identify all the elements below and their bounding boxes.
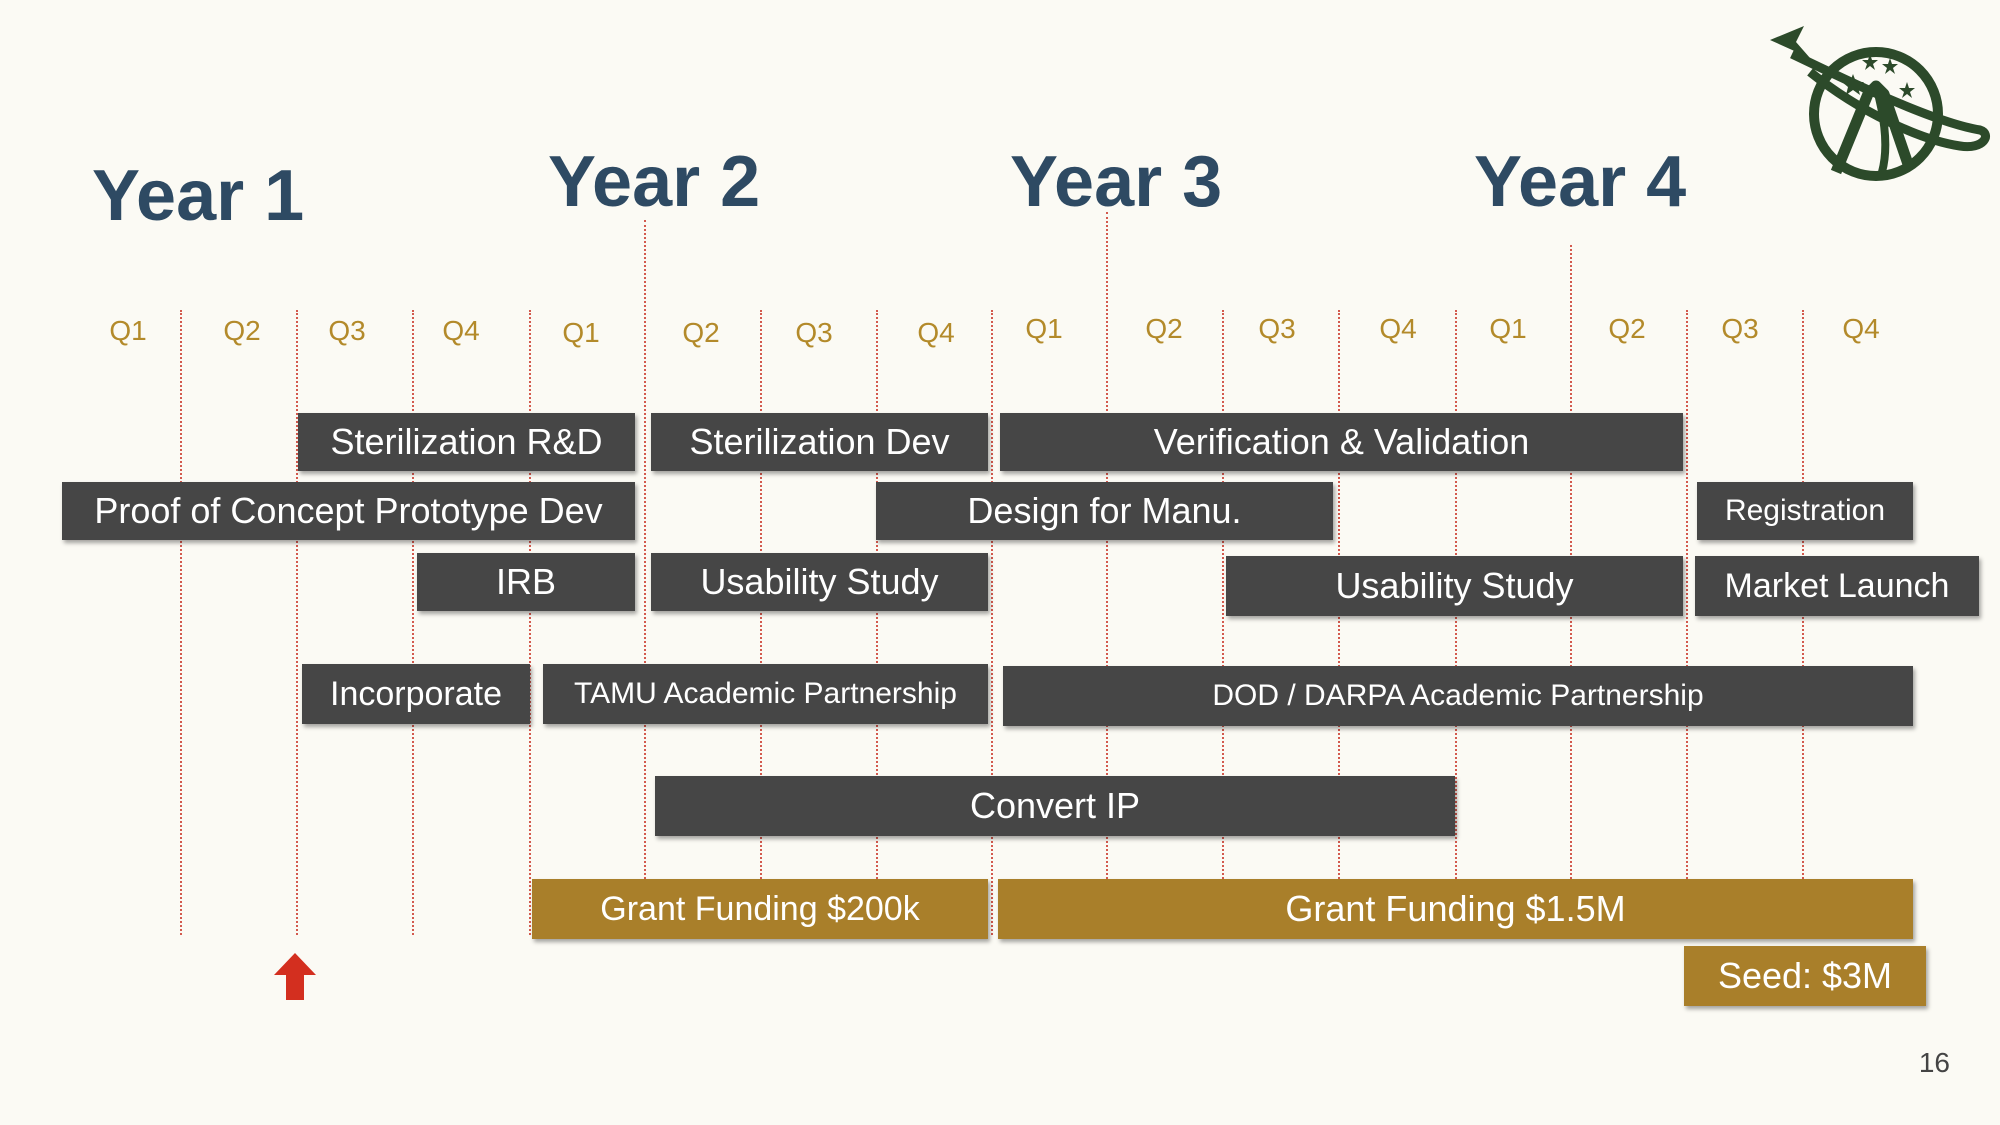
task-bar: DOD / DARPA Academic Partnership (1003, 666, 1913, 726)
task-label: Market Launch (1724, 566, 1950, 605)
quarter-label: Q3 (328, 315, 366, 346)
task-label: Seed: $3M (1717, 955, 1893, 996)
quarter-divider-line (760, 310, 762, 935)
quarter-label: Q2 (682, 317, 720, 348)
planet-ring-star-logo-icon (1770, 26, 1990, 181)
task-label: DOD / DARPA Academic Partnership (1212, 679, 1704, 712)
task-bar: Registration (1697, 482, 1913, 540)
quarter-divider-line (644, 220, 646, 935)
task-bar: Usability Study (651, 553, 988, 611)
quarter-divider-line (876, 310, 878, 935)
quarter-label: Q3 (1721, 313, 1759, 344)
task-bar: Design for Manu. (876, 482, 1333, 540)
task-label: Grant Funding $200k (600, 889, 920, 928)
quarter-label: Q4 (1379, 313, 1417, 344)
task-label: Incorporate (330, 674, 502, 713)
quarter-label: Q1 (109, 315, 147, 346)
quarter-divider-line (180, 310, 182, 935)
task-label: Usability Study (1335, 565, 1574, 606)
quarter-divider-line (529, 310, 531, 935)
task-label: Registration (1724, 494, 1886, 527)
task-bar: Grant Funding $200k (532, 879, 988, 939)
quarter-label: Q4 (1842, 313, 1880, 344)
year-header: Year 1 (92, 156, 305, 236)
quarter-label: Q3 (1258, 313, 1296, 344)
task-bar: Proof of Concept Prototype Dev (62, 482, 635, 540)
task-label: Design for Manu. (967, 490, 1242, 531)
task-label: Sterilization Dev (689, 421, 950, 462)
quarter-label: Q2 (1608, 313, 1646, 344)
quarter-label: Q2 (1145, 313, 1183, 344)
quarter-divider-line (1222, 310, 1224, 935)
year-header: Year 4 (1474, 142, 1687, 222)
task-label: Usability Study (700, 561, 939, 602)
task-label: TAMU Academic Partnership (574, 677, 957, 710)
task-label: Convert IP (969, 785, 1141, 826)
task-bar: Sterilization R&D (298, 413, 635, 471)
task-bar: Usability Study (1226, 556, 1683, 616)
quarter-label: Q3 (795, 317, 833, 348)
task-bar: Seed: $3M (1684, 946, 1926, 1006)
quarter-label: Q1 (562, 317, 600, 348)
task-label: Proof of Concept Prototype Dev (94, 490, 603, 531)
quarter-divider-line (412, 310, 414, 935)
red-up-arrow-icon (274, 953, 316, 1000)
quarter-divider-line (991, 310, 993, 935)
quarter-label: Q1 (1025, 313, 1063, 344)
year-header: Year 2 (548, 142, 761, 222)
year-header: Year 3 (1010, 142, 1223, 222)
task-bar: Convert IP (655, 776, 1455, 836)
task-bar: TAMU Academic Partnership (543, 664, 988, 724)
quarter-divider-line (1455, 310, 1457, 935)
task-bar: Grant Funding $1.5M (998, 879, 1913, 939)
task-bar: Sterilization Dev (651, 413, 988, 471)
task-label: IRB (495, 561, 556, 602)
quarter-label: Q1 (1489, 313, 1527, 344)
quarter-label: Q4 (442, 315, 480, 346)
task-bar: Incorporate (302, 664, 530, 724)
task-label: Sterilization R&D (330, 421, 603, 462)
quarter-divider-line (1802, 310, 1804, 935)
quarter-label: Q4 (917, 317, 955, 348)
task-bar: Market Launch (1695, 556, 1979, 616)
quarter-divider-line (1106, 212, 1108, 935)
task-bar: Verification & Validation (1000, 413, 1683, 471)
task-label: Grant Funding $1.5M (1285, 888, 1626, 929)
quarter-divider-line (1338, 310, 1340, 935)
quarter-divider-line (296, 310, 298, 935)
task-bar: IRB (417, 553, 635, 611)
quarter-divider-line (1686, 310, 1688, 935)
quarter-label: Q2 (223, 315, 261, 346)
task-label: Verification & Validation (1153, 421, 1530, 462)
page-number: 16 (1918, 1047, 1950, 1078)
